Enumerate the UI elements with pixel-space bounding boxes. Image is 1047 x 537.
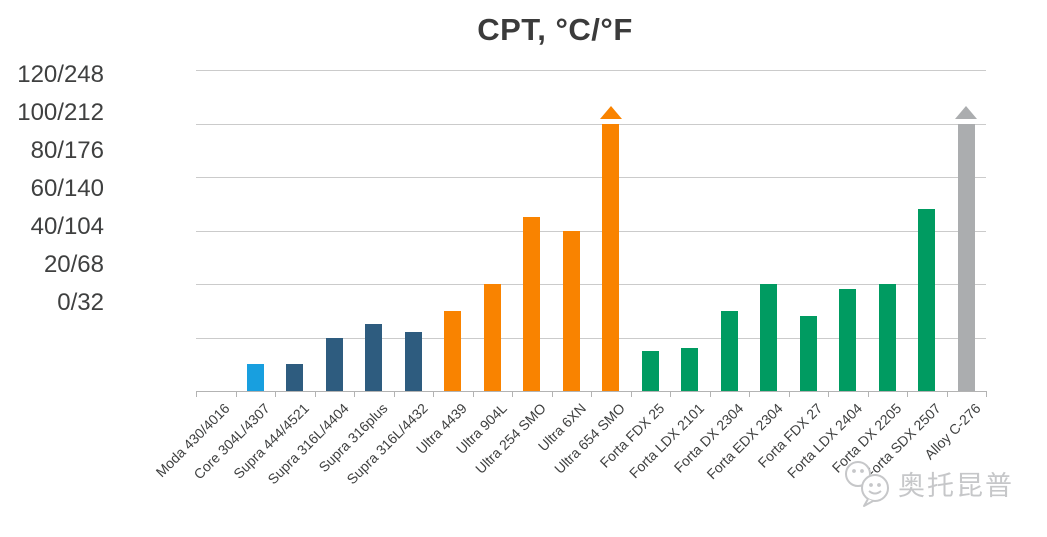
x-axis-tick [314,391,316,397]
gridline-20 [196,337,986,339]
x-axis-tick [275,391,276,397]
x-axis-tick [196,391,197,397]
bar-forta-fdx-27 [799,316,817,391]
bar-forta-dx-2205 [878,284,896,391]
bar-ultra-654-smo [602,123,620,391]
x-axis-tick [591,391,592,397]
x-axis-tick [512,391,513,397]
watermark-text: 奥托昆普 [898,470,1014,501]
bar-alloy-c-276 [957,123,975,391]
bar-forta-dx-2304 [720,310,738,391]
watermark: 奥托昆普 [840,458,1014,508]
x-axis-tick [433,391,434,397]
gridline-80 [196,177,986,178]
bar-forta-fdx-25 [641,350,659,391]
x-axis-tick [828,391,829,397]
bar-forta-sdx-2507 [918,209,936,391]
bar-ultra-254-smo [523,217,541,391]
bar-supra-316l-4432 [404,332,422,391]
bar-ultra-904l [483,284,501,391]
bar-supra-444-4521 [286,364,304,391]
bar-ultra-4439 [444,310,462,391]
y-axis-label: 120/248 [17,61,104,88]
x-axis-tick [907,391,908,397]
wechat-icon [845,461,889,507]
bar-supra-316l-4404 [325,337,343,391]
gridline-60 [196,230,986,232]
x-axis-tick [393,391,395,397]
x-axis-tick [946,391,948,397]
x-axis-label-supra-316plus: Supra 316plus [315,400,392,476]
chart-title: CPT, °C/°F [477,12,633,47]
x-axis-tick [986,391,987,397]
bar-forta-edx-2304 [760,284,778,391]
y-axis-label: 80/176 [30,137,104,164]
x-axis-tick [749,391,750,397]
x-axis-tick [472,391,474,397]
x-axis-tick [867,391,869,397]
bar-core-304l-4307 [246,364,264,391]
y-axis-label: 100/212 [17,99,104,126]
y-axis-label: 60/140 [30,175,104,202]
x-axis-tick [551,391,553,397]
gridline-120 [196,70,986,71]
overflow-arrow-icon [599,105,622,119]
x-axis-tick [670,391,671,397]
gridline-40 [196,284,986,285]
x-axis-tick [630,391,632,397]
y-axis-label: 20/68 [43,251,104,278]
y-axis-label: 40/104 [30,213,104,240]
gridline-100 [196,123,986,125]
x-axis-tick [354,391,355,397]
x-axis-tick [709,391,711,397]
x-axis-tick [235,391,237,397]
bar-ultra-6xn [562,230,580,391]
bar-forta-ldx-2404 [839,289,857,391]
y-axis-label: 0/32 [57,289,104,316]
overflow-arrow-icon [955,105,978,119]
bar-forta-ldx-2101 [681,348,699,391]
x-axis-tick [788,391,790,397]
bar-supra-316plus [365,324,383,391]
